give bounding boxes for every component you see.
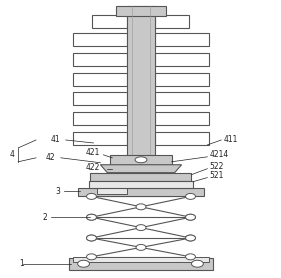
Bar (73, 93, 127, 105)
Text: 3: 3 (56, 187, 61, 196)
Ellipse shape (136, 225, 146, 230)
Text: 422: 422 (85, 163, 100, 172)
Text: 41: 41 (51, 135, 60, 145)
Text: 411: 411 (223, 135, 237, 145)
Bar (155, 132, 209, 145)
Ellipse shape (78, 260, 90, 267)
Ellipse shape (136, 204, 146, 210)
Ellipse shape (87, 235, 96, 241)
Bar (155, 93, 209, 105)
Ellipse shape (185, 254, 196, 260)
Ellipse shape (135, 157, 147, 163)
Bar (73, 33, 127, 46)
Bar (155, 15, 189, 28)
Ellipse shape (185, 235, 196, 241)
Bar (116, 6, 166, 16)
Bar (127, 6, 155, 163)
Ellipse shape (185, 193, 196, 199)
Bar (155, 33, 209, 46)
Ellipse shape (87, 193, 96, 199)
Bar (155, 112, 209, 125)
Ellipse shape (185, 235, 196, 241)
Text: 2: 2 (43, 213, 48, 222)
Bar (78, 187, 204, 197)
Text: 4214: 4214 (209, 150, 228, 159)
Ellipse shape (191, 260, 203, 267)
Text: 522: 522 (209, 162, 224, 171)
Text: 42: 42 (46, 153, 56, 162)
Bar (73, 73, 127, 86)
Bar (69, 258, 213, 270)
Text: 421: 421 (85, 148, 100, 157)
Bar (89, 181, 194, 187)
Bar (73, 53, 127, 66)
Bar (73, 257, 209, 262)
Bar (73, 132, 127, 145)
Ellipse shape (87, 235, 96, 241)
Text: 4: 4 (9, 150, 14, 159)
Ellipse shape (185, 214, 196, 220)
Ellipse shape (136, 244, 146, 250)
Bar (155, 73, 209, 86)
Bar (90, 173, 191, 181)
Polygon shape (100, 165, 182, 173)
Bar (98, 187, 127, 194)
Bar (155, 53, 209, 66)
Ellipse shape (87, 214, 96, 220)
Ellipse shape (87, 254, 96, 260)
Ellipse shape (87, 214, 96, 220)
Bar (110, 155, 172, 165)
Ellipse shape (185, 214, 196, 220)
Text: 1: 1 (19, 259, 24, 268)
Bar (92, 15, 127, 28)
Bar (73, 112, 127, 125)
Text: 521: 521 (209, 171, 224, 180)
